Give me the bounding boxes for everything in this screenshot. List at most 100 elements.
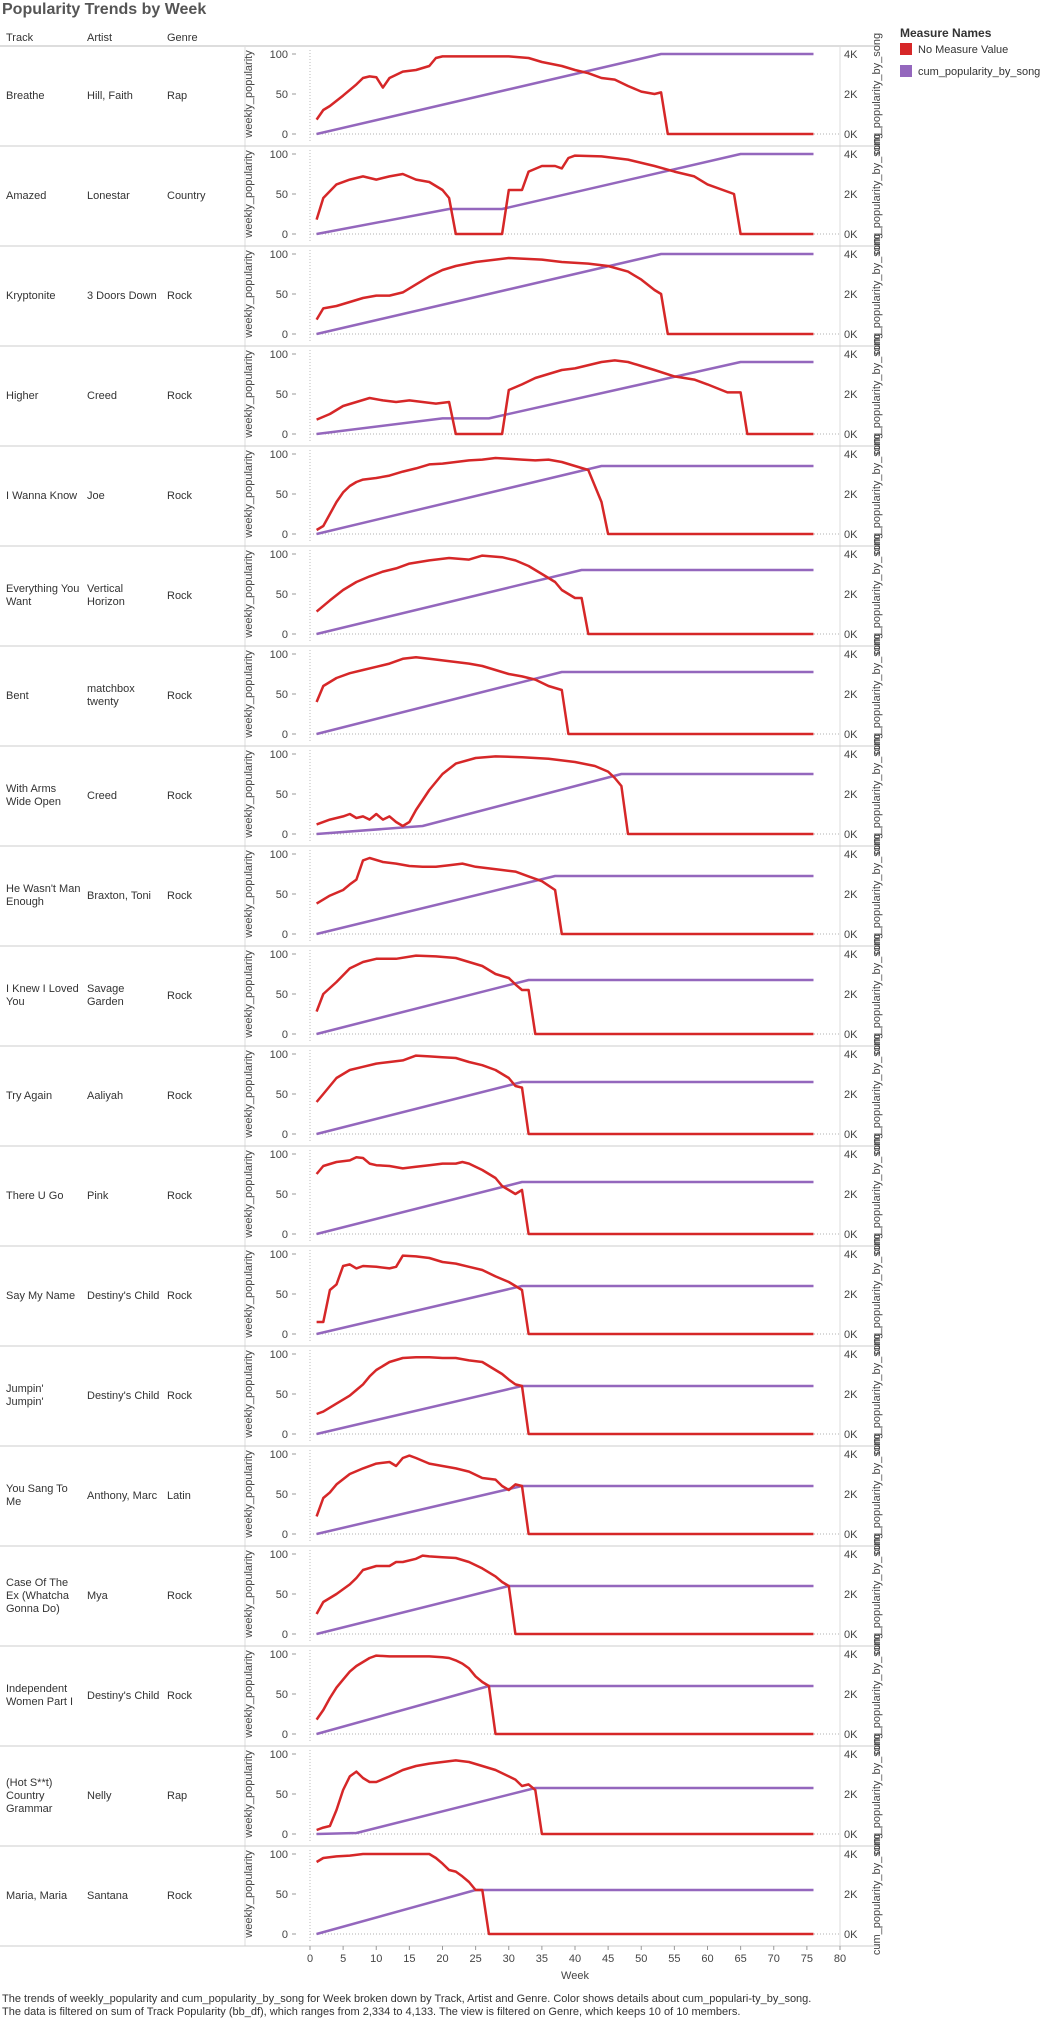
legend-item-cum-popularity[interactable]: cum_popularity_by_song [900,65,1040,78]
legend-item-no-measure[interactable]: No Measure Value [900,43,1008,56]
y-left-tick-label: 0 [282,1529,288,1541]
y-left-tick-label: 0 [282,1229,288,1241]
y-right-tick-label: 2K [844,1289,858,1301]
chart-caption: The trends of weekly_popularity and cum_… [2,1993,812,2018]
cum-popularity-line [316,52,814,136]
weekly-popularity-line [315,554,814,636]
y-right-axis-title: cum_popularity_by_song [871,733,883,855]
y-right-axis-title: cum_popularity_by_song [871,1433,883,1555]
row-genre: Rock [167,1389,193,1402]
row-genre: Rock [167,789,193,802]
weekly-popularity-line [315,256,814,336]
y-right-tick-label: 0K [844,1629,858,1641]
y-left-tick-label: 0 [282,429,288,441]
legend-label: No Measure Value [918,44,1009,56]
y-left-tick-label: 50 [276,889,288,901]
y-right-axis-title: cum_popularity_by_song [871,433,883,555]
x-tick-label: 10 [370,1953,382,1965]
cum-popularity-line [316,1080,814,1136]
legend-title: Measure Names [900,26,992,40]
row-genre: Country [167,189,206,202]
y-left-tick-label: 0 [282,529,288,541]
y-right-axis-title: cum_popularity_by_song [871,1333,883,1455]
row-genre: Rock [167,1889,193,1902]
y-right-tick-label: 2K [844,389,858,401]
row-genre: Rock [167,889,193,902]
row-artist: Lonestar [87,189,130,202]
y-left-axis-title: weekly_popularity [243,1350,255,1439]
y-right-axis-title: cum_popularity_by_song [871,133,883,255]
y-left-tick-label: 50 [276,89,288,101]
y-right-tick-label: 0K [844,1429,858,1441]
row-track: I Knew I Loved You [6,983,79,1008]
row-artist: Destiny's Child [87,1289,160,1302]
weekly-popularity-line [315,1054,814,1136]
y-left-tick-label: 100 [270,649,288,661]
y-right-tick-label: 4K [844,849,858,861]
row-track: Breathe [6,89,45,102]
y-right-tick-label: 2K [844,289,858,301]
y-left-tick-label: 50 [276,989,288,1001]
weekly-popularity-line [315,655,814,736]
row-genre: Rap [167,89,188,102]
chart-title: Popularity Trends by Week [2,1,207,18]
row-track: Try Again [6,1089,53,1102]
x-tick-label: 40 [569,1953,581,1965]
row-track: Higher [6,389,39,402]
y-left-tick-label: 100 [270,149,288,161]
y-left-tick-label: 100 [270,1449,288,1461]
y-left-tick-label: 0 [282,1129,288,1141]
y-left-tick-label: 100 [270,1549,288,1561]
y-right-tick-label: 0K [844,529,858,541]
y-right-tick-label: 2K [844,1089,858,1101]
cum-popularity-line [316,464,814,536]
y-left-axis-title: weekly_popularity [243,1650,255,1739]
y-right-tick-label: 2K [844,589,858,601]
y-right-tick-label: 4K [844,649,858,661]
y-left-axis-title: weekly_popularity [243,1750,255,1839]
row-genre: Rock [167,1089,193,1102]
row-artist: Creed [87,789,117,802]
y-right-axis-title: cum_popularity_by_song [871,833,883,955]
row-track: Say My Name [6,1289,76,1302]
y-left-axis-title: weekly_popularity [243,1450,255,1539]
y-right-axis-title: cum_popularity_by_song [871,1033,883,1155]
y-left-tick-label: 50 [276,1289,288,1301]
x-tick-label: 80 [834,1953,846,1965]
row-genre: Rap [167,1789,188,1802]
cum-popularity-line [316,568,814,636]
y-right-tick-label: 4K [844,1649,858,1661]
y-left-tick-label: 0 [282,829,288,841]
y-right-tick-label: 2K [844,1389,858,1401]
row-artist: Nelly [87,1789,112,1802]
y-right-axis-title: cum_popularity_by_song [871,633,883,755]
x-tick-label: 65 [735,1953,747,1965]
y-right-tick-label: 4K [844,49,858,61]
y-right-tick-label: 2K [844,689,858,701]
x-tick-label: 55 [668,1953,680,1965]
y-left-tick-label: 50 [276,789,288,801]
y-right-tick-label: 2K [844,989,858,1001]
cum-popularity-line [316,1384,814,1436]
cum-popularity-line [316,1684,814,1736]
weekly-popularity-line [316,755,814,836]
y-left-tick-label: 50 [276,189,288,201]
y-left-tick-label: 100 [270,549,288,561]
y-right-tick-label: 2K [844,189,858,201]
y-right-tick-label: 2K [844,489,858,501]
x-axis-title: Week [561,1970,589,1982]
x-tick-label: 50 [635,1953,647,1965]
header-genre: Genre [167,32,198,44]
y-left-tick-label: 50 [276,1789,288,1801]
y-left-tick-label: 0 [282,929,288,941]
x-tick-label: 20 [436,1953,448,1965]
row-genre: Rock [167,689,193,702]
y-right-tick-label: 2K [844,1489,858,1501]
y-left-tick-label: 50 [276,589,288,601]
row-artist: Pink [87,1189,109,1202]
y-right-tick-label: 0K [844,829,858,841]
y-left-axis-title: weekly_popularity [243,350,255,439]
row-artist: Joe [87,489,105,502]
y-left-axis-title: weekly_popularity [243,1050,255,1139]
row-artist: 3 Doors Down [87,289,157,302]
